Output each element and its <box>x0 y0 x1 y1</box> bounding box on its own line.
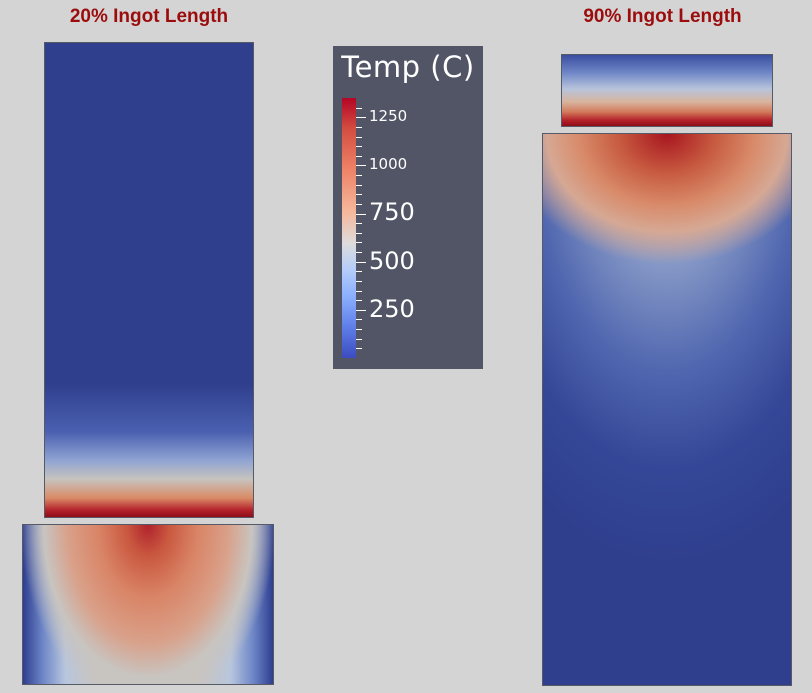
colorbar <box>342 98 356 358</box>
tick-label: 1000 <box>369 155 408 174</box>
tick-label: 500 <box>369 246 415 275</box>
tick-label: 250 <box>369 294 415 323</box>
tick-label: 750 <box>369 198 415 227</box>
title-90-percent: 90% Ingot Length <box>583 6 742 27</box>
ingot-main-90-percent <box>542 133 792 686</box>
ingot-20-percent <box>44 42 254 518</box>
mold-block-20-percent <box>22 524 274 685</box>
ingot-top-90-percent <box>561 54 773 127</box>
legend-title: Temp (C) <box>341 50 475 84</box>
tick-label: 1250 <box>369 107 408 125</box>
title-20-percent: 20% Ingot Length <box>69 6 229 27</box>
temperature-legend: Temp (C) 1250 1000 750 500 250 <box>333 46 483 369</box>
colorbar-ticks <box>356 108 366 349</box>
